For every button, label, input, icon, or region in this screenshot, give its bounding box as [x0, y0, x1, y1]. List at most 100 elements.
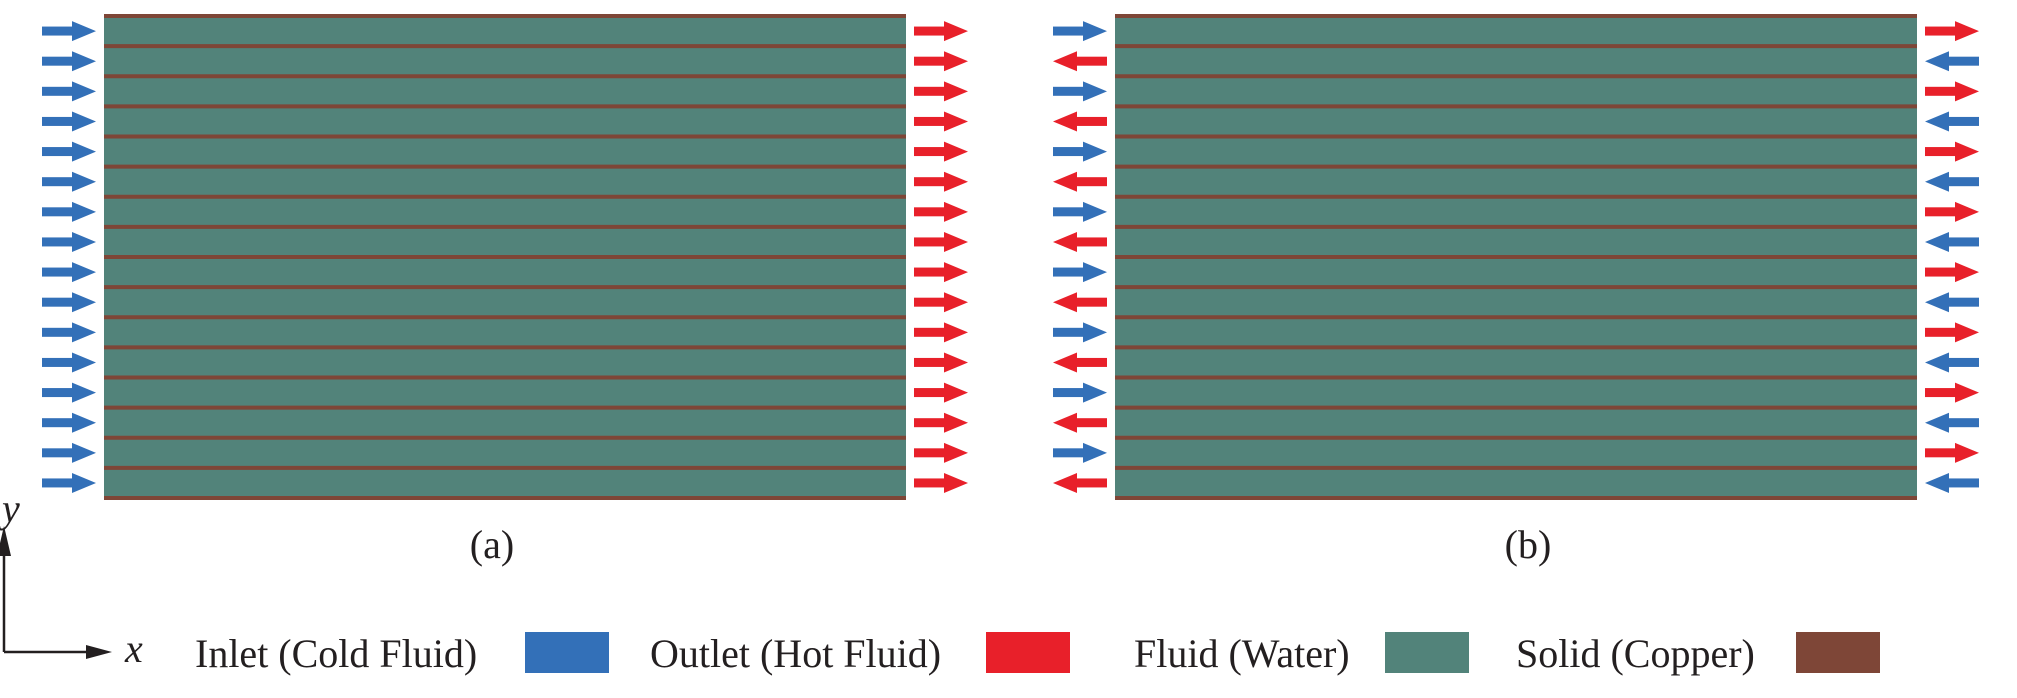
outlet-arrow [1053, 412, 1107, 433]
coordinate-axes: y x [0, 486, 143, 671]
copper-wall [104, 285, 906, 290]
legend-solid-swatch [1796, 632, 1880, 673]
copper-wall [104, 224, 906, 229]
y-axis-label: y [0, 486, 20, 531]
inlet-arrow [1053, 382, 1107, 403]
outlet-arrow [1925, 322, 1979, 343]
inlet-arrow [1925, 51, 1979, 72]
inlet-arrow [42, 201, 96, 222]
copper-wall [104, 375, 906, 380]
inlet-arrow [42, 51, 96, 72]
inlet-arrow [42, 382, 96, 403]
copper-wall [104, 14, 906, 18]
inlet-arrow [42, 111, 96, 132]
legend-solid-label: Solid (Copper) [1516, 631, 1755, 676]
inlet-arrow [1925, 111, 1979, 132]
copper-wall [104, 194, 906, 199]
outlet-arrow [914, 262, 968, 283]
copper-wall [1115, 375, 1917, 380]
inlet-arrow [1053, 322, 1107, 343]
inlet-arrow [42, 442, 96, 463]
x-axis-arrowhead [86, 645, 112, 659]
copper-wall [1115, 164, 1917, 169]
outlet-arrow [914, 352, 968, 373]
outlet-arrow [1925, 21, 1979, 42]
inlet-arrow [42, 171, 96, 192]
outlet-arrow [1925, 81, 1979, 102]
outlet-arrow [914, 231, 968, 252]
copper-wall [104, 134, 906, 139]
outlet-arrow [1053, 231, 1107, 252]
copper-wall [104, 74, 906, 79]
copper-wall [104, 405, 906, 410]
inlet-arrow [42, 81, 96, 102]
copper-wall [1115, 255, 1917, 259]
inlet-arrow [1925, 352, 1979, 373]
inlet-arrow [42, 262, 96, 283]
x-axis-label: x [124, 626, 143, 671]
outlet-arrow [1053, 171, 1107, 192]
legend-inlet-swatch [525, 632, 609, 673]
outlet-arrow [1053, 352, 1107, 373]
inlet-arrow [1925, 231, 1979, 252]
outlet-arrow [914, 111, 968, 132]
legend-outlet-swatch [986, 632, 1070, 673]
copper-wall [1115, 14, 1917, 18]
copper-wall [1115, 496, 1917, 500]
outlet-arrow [914, 442, 968, 463]
inlet-arrow [42, 472, 96, 493]
inlet-arrow [42, 21, 96, 42]
outlet-arrow [914, 472, 968, 493]
inlet-arrow [42, 141, 96, 162]
copper-wall [1115, 134, 1917, 139]
copper-wall [104, 104, 906, 109]
outlet-arrow [1925, 262, 1979, 283]
copper-wall [1115, 315, 1917, 320]
copper-wall [104, 164, 906, 169]
copper-wall [1115, 74, 1917, 79]
copper-wall [104, 345, 906, 350]
y-axis-arrowhead [0, 526, 11, 556]
inlet-arrow [42, 322, 96, 343]
legend-outlet-label: Outlet (Hot Fluid) [650, 631, 941, 676]
outlet-arrow [914, 171, 968, 192]
copper-wall [104, 465, 906, 470]
panel-a-parallel-flow [42, 14, 968, 500]
outlet-arrow [914, 21, 968, 42]
copper-wall [104, 496, 906, 500]
inlet-arrow [42, 352, 96, 373]
legend-fluid-label: Fluid (Water) [1134, 631, 1350, 676]
copper-wall [1115, 194, 1917, 199]
copper-wall [104, 255, 906, 259]
outlet-arrow [1053, 472, 1107, 493]
inlet-arrow [1053, 201, 1107, 222]
outlet-arrow [914, 201, 968, 222]
inlet-arrow [1053, 21, 1107, 42]
panel-a-caption: (a) [470, 522, 514, 567]
inlet-arrow [1053, 262, 1107, 283]
outlet-arrow [1925, 442, 1979, 463]
outlet-arrow [914, 382, 968, 403]
outlet-arrow [914, 81, 968, 102]
copper-wall [1115, 44, 1917, 49]
outlet-arrow [914, 51, 968, 72]
outlet-arrow [1925, 382, 1979, 403]
inlet-arrow [42, 231, 96, 252]
panel-b-caption: (b) [1505, 522, 1552, 567]
inlet-arrow [42, 412, 96, 433]
outlet-arrow [914, 141, 968, 162]
copper-wall [1115, 285, 1917, 290]
outlet-arrow [1053, 111, 1107, 132]
inlet-arrow [1925, 412, 1979, 433]
outlet-arrow [1053, 51, 1107, 72]
copper-wall [1115, 104, 1917, 109]
inlet-arrow [1053, 442, 1107, 463]
inlet-arrow [1925, 472, 1979, 493]
outlet-arrow [1925, 201, 1979, 222]
legend: Inlet (Cold Fluid) Outlet (Hot Fluid) Fl… [195, 631, 1880, 676]
legend-fluid-swatch [1385, 632, 1469, 673]
copper-wall [104, 44, 906, 49]
copper-wall [1115, 405, 1917, 410]
copper-wall [104, 435, 906, 440]
